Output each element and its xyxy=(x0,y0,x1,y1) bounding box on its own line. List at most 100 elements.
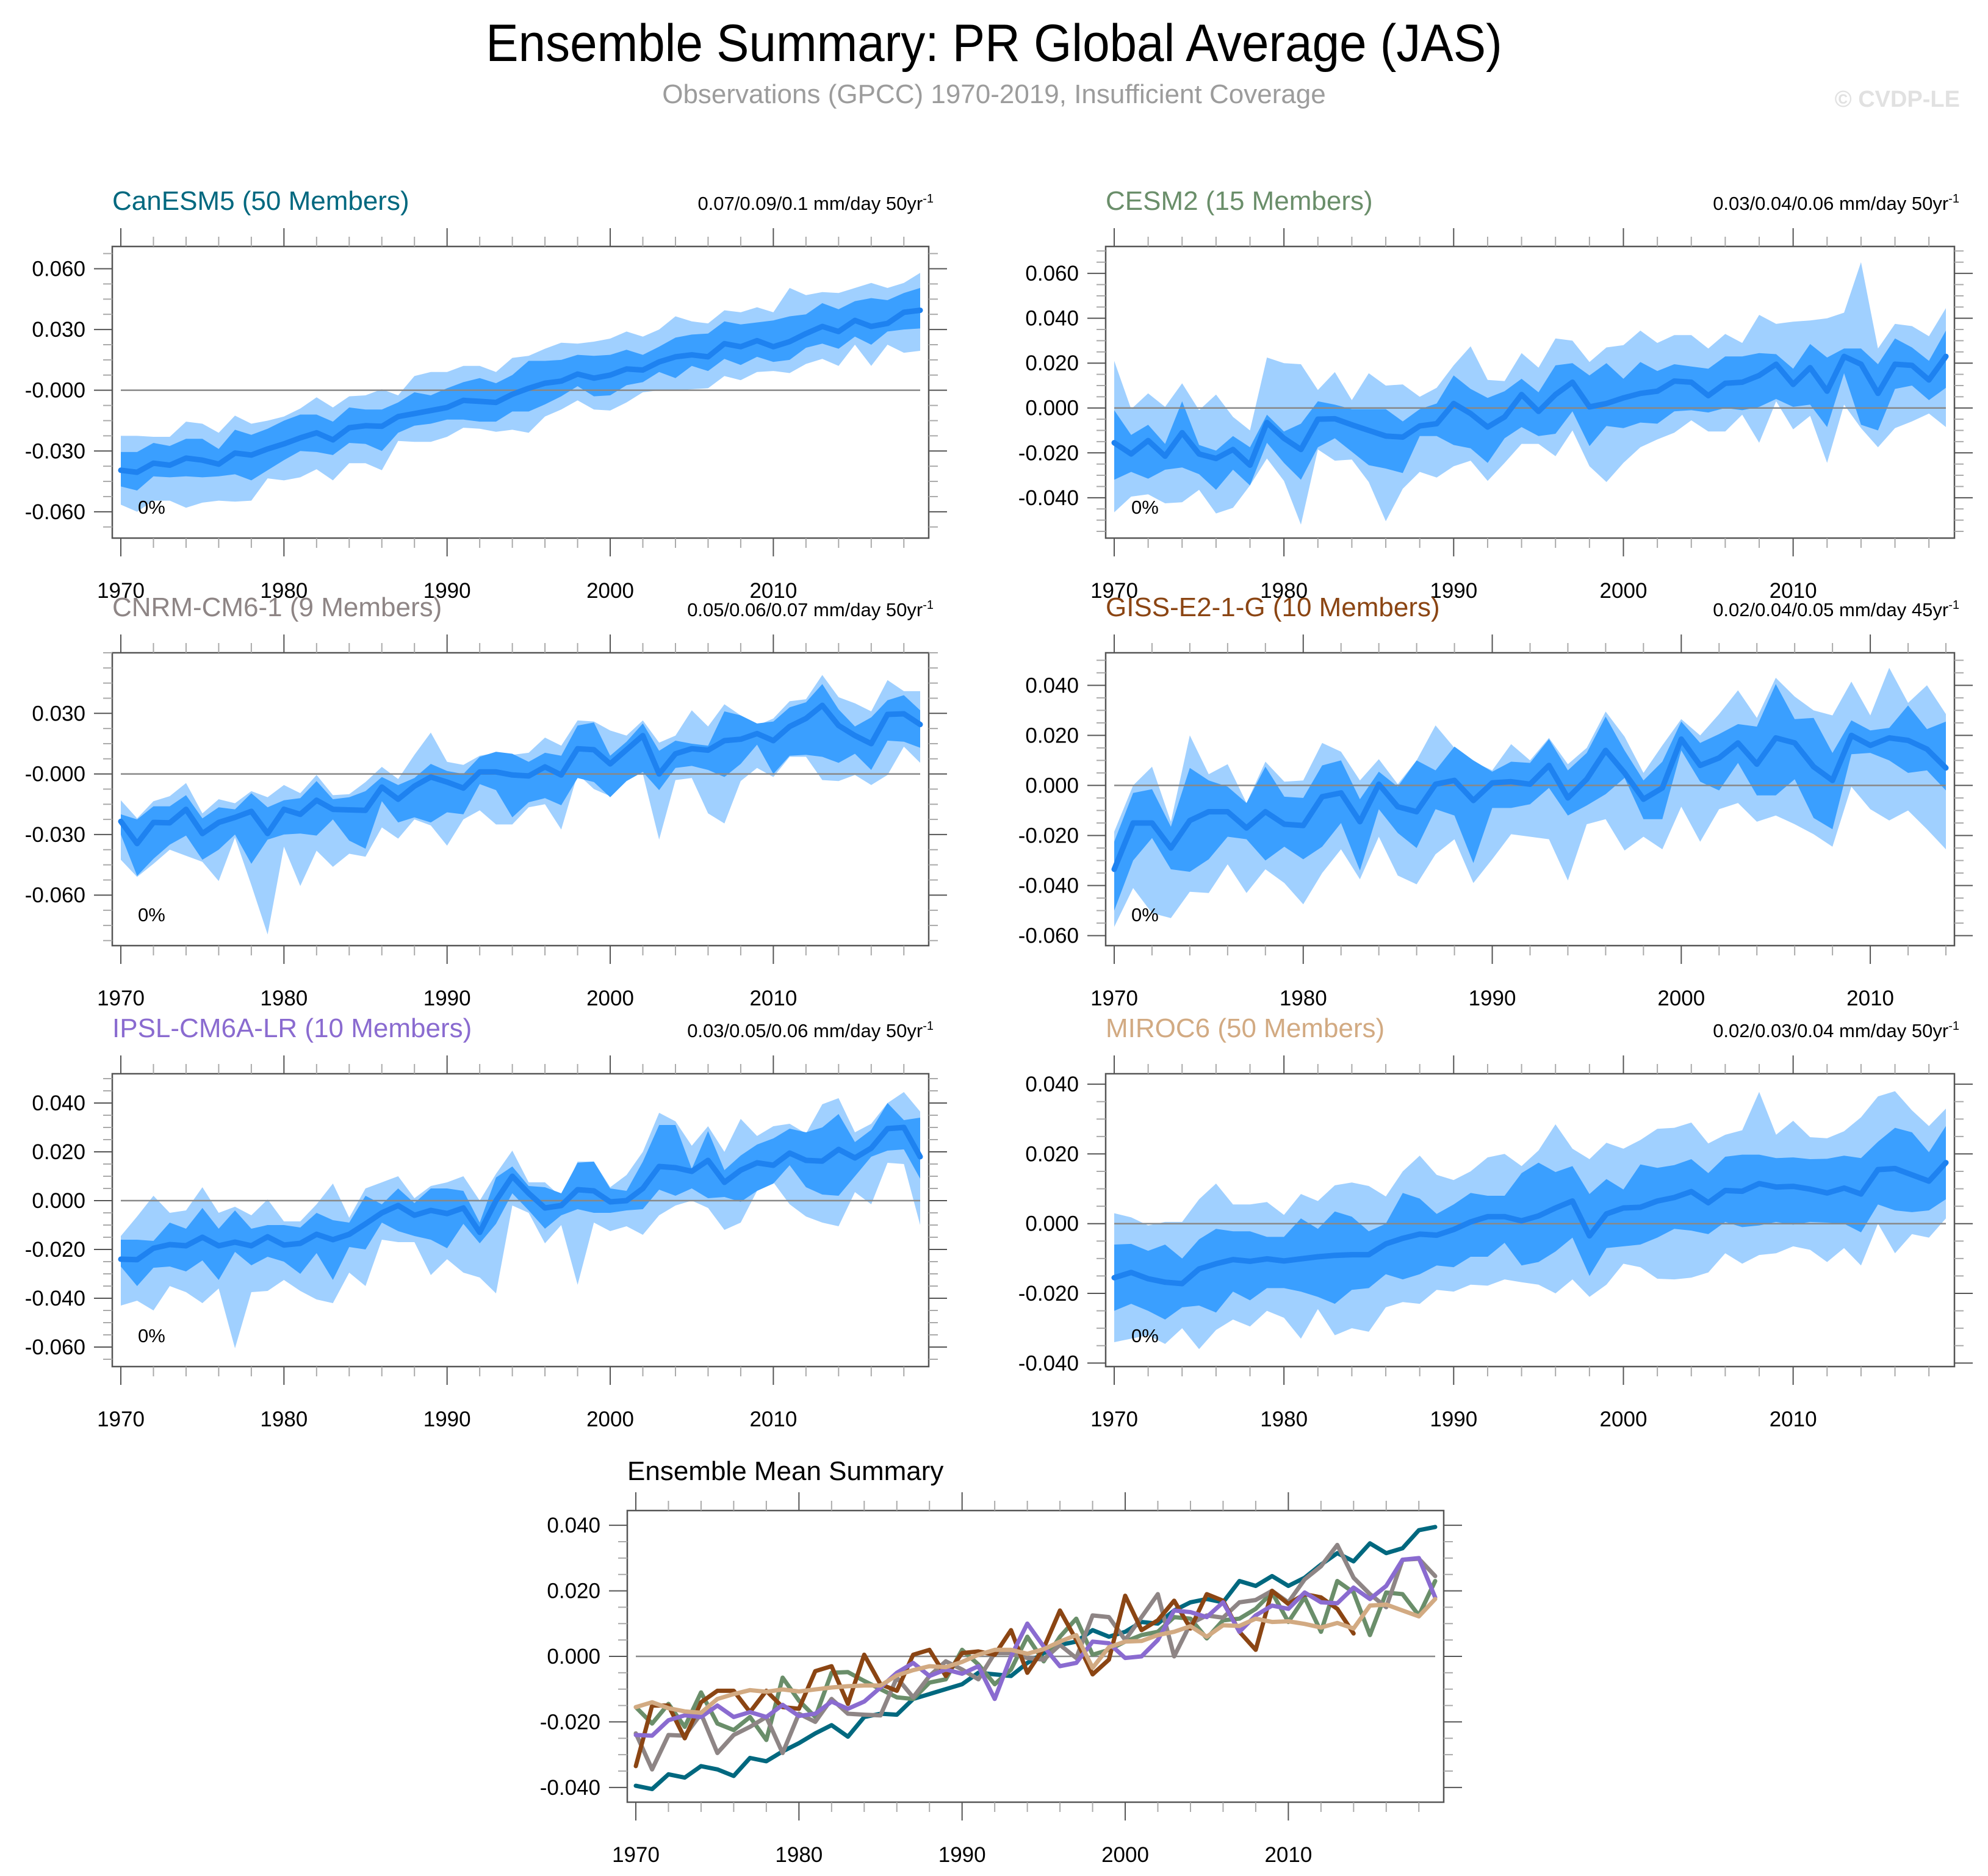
x-tick-label: 2010 xyxy=(749,579,797,603)
ensemble-mean-line xyxy=(118,307,923,475)
x-tick-label: 1980 xyxy=(1280,987,1327,1010)
x-tick-label: 1980 xyxy=(260,1407,308,1431)
y-tick-label: 0.000 xyxy=(1025,1212,1079,1236)
y-tick-label: 0.030 xyxy=(32,318,85,342)
trend-label: 0.07/0.09/0.1 mm/day 50yr-1 xyxy=(697,192,934,214)
x-tick-label: 2000 xyxy=(1600,579,1648,603)
y-tick-label: 0.000 xyxy=(547,1645,600,1669)
y-tick-label: -0.000 xyxy=(25,379,85,403)
y-tick-label: 0.030 xyxy=(32,702,85,725)
y-tick-label: -0.060 xyxy=(25,883,85,907)
model-panel: 1970 1980 1990 2000 2010 -0.060 -0.040 -0.020 0.… xyxy=(1018,592,1973,1010)
x-tick-label: 2010 xyxy=(1264,1843,1312,1867)
x-tick-label: 1990 xyxy=(1430,1407,1477,1431)
x-tick-label: 1990 xyxy=(1469,987,1516,1010)
coverage-label: 0% xyxy=(138,497,165,518)
y-tick-label: 0.000 xyxy=(32,1189,85,1213)
ensemble-mean-line xyxy=(118,702,923,847)
outer-spread-band xyxy=(121,1092,920,1348)
coverage-label: 0% xyxy=(138,1325,165,1346)
x-tick-label: 2010 xyxy=(749,1407,797,1431)
panel-title: Ensemble Mean Summary xyxy=(627,1456,943,1486)
series-line-miroc6 xyxy=(633,1597,1438,1715)
x-tick-label: 2000 xyxy=(1600,1407,1648,1431)
ensemble-mean-line xyxy=(1111,353,1949,468)
x-tick-label: 1990 xyxy=(423,987,471,1010)
figure-subtitle: Observations (GPCC) 1970-2019, Insuffici… xyxy=(662,79,1326,109)
trend-superscript: -1 xyxy=(923,598,934,612)
y-tick-label: 0.040 xyxy=(32,1091,85,1115)
model-panel: 1970 1980 1990 2000 2010 -0.060 -0.040 -0.020 0.… xyxy=(25,1013,947,1431)
x-tick-label: 1990 xyxy=(1430,579,1477,603)
plot-frame xyxy=(111,652,930,947)
inner-spread-band xyxy=(121,684,920,876)
trend-label: 0.05/0.06/0.07 mm/day 50yr-1 xyxy=(687,598,934,620)
trend-superscript: -1 xyxy=(923,1019,934,1033)
watermark: © CVDP-LE xyxy=(1834,87,1960,112)
y-tick-label: 0.040 xyxy=(1025,307,1079,331)
coverage-label: 0% xyxy=(1131,497,1159,518)
y-tick-label: -0.060 xyxy=(25,1335,85,1359)
y-tick-label: -0.020 xyxy=(1018,441,1079,465)
x-tick-label: 1970 xyxy=(1090,1407,1138,1431)
panel-title: IPSL-CM6A-LR (10 Members) xyxy=(112,1013,472,1043)
model-panel: 1970 1980 1990 2000 2010 -0.040 -0.020 0.000 0.0… xyxy=(1018,1013,1973,1431)
plot-frame xyxy=(111,245,930,539)
y-tick-label: 0.020 xyxy=(1025,724,1079,747)
y-tick-label: -0.030 xyxy=(25,439,85,463)
model-panel: 1970 1980 1990 2000 2010 -0.040 -0.020 0.000 0.0… xyxy=(1018,186,1973,603)
x-tick-label: 2010 xyxy=(1846,987,1894,1010)
trend-label: 0.02/0.03/0.04 mm/day 50yr-1 xyxy=(1713,1019,1959,1041)
y-tick-label: 0.020 xyxy=(547,1580,600,1603)
y-tick-label: 0.060 xyxy=(32,257,85,281)
inner-spread-band xyxy=(121,1103,920,1286)
y-tick-label: -0.020 xyxy=(540,1710,600,1734)
x-tick-label: 1970 xyxy=(97,579,145,603)
plot-frame xyxy=(111,1073,930,1368)
trend-superscript: -1 xyxy=(1948,1019,1959,1033)
x-tick-label: 1990 xyxy=(938,1843,986,1867)
x-tick-label: 1970 xyxy=(97,1407,145,1431)
y-tick-label: -0.040 xyxy=(1018,1351,1079,1375)
ensemble-mean-line xyxy=(1111,1160,1949,1287)
coverage-label: 0% xyxy=(1131,904,1159,925)
x-tick-label: 1980 xyxy=(775,1843,823,1867)
y-tick-label: -0.060 xyxy=(25,500,85,524)
x-tick-label: 1980 xyxy=(1260,579,1308,603)
inner-spread-band xyxy=(1114,330,1946,490)
y-tick-label: -0.040 xyxy=(1018,486,1079,510)
y-tick-label: 0.060 xyxy=(1025,262,1079,286)
y-tick-label: -0.020 xyxy=(1018,1282,1079,1306)
y-tick-label: -0.060 xyxy=(1018,924,1079,948)
plot-frame xyxy=(1104,1073,1956,1368)
y-tick-label: 0.020 xyxy=(32,1140,85,1164)
x-tick-label: 1980 xyxy=(260,579,308,603)
x-tick-label: 2000 xyxy=(1657,987,1705,1010)
trend-superscript: -1 xyxy=(923,192,934,206)
x-tick-label: 1970 xyxy=(97,987,145,1010)
y-tick-label: 0.040 xyxy=(1025,674,1079,697)
y-tick-label: -0.030 xyxy=(25,823,85,847)
x-tick-label: 1970 xyxy=(612,1843,660,1867)
trend-label: 0.03/0.05/0.06 mm/day 50yr-1 xyxy=(687,1019,934,1041)
panel-title: CESM2 (15 Members) xyxy=(1106,186,1373,216)
ensemble-mean-panel: 1970 1980 1990 2000 2010 -0.040 -0.020 0.000 0.0… xyxy=(540,1456,1462,1867)
y-tick-label: 0.000 xyxy=(1025,774,1079,797)
y-tick-label: -0.040 xyxy=(1018,874,1079,898)
x-tick-label: 1970 xyxy=(1090,987,1138,1010)
x-tick-label: 2000 xyxy=(586,987,634,1010)
y-tick-label: 0.000 xyxy=(1025,397,1079,420)
ensemble-mean-line xyxy=(1111,732,1949,872)
panel-title: MIROC6 (50 Members) xyxy=(1106,1013,1385,1043)
y-tick-label: -0.020 xyxy=(1018,824,1079,847)
x-tick-label: 2010 xyxy=(1770,579,1817,603)
trend-superscript: -1 xyxy=(1948,192,1959,206)
trend-label: 0.02/0.04/0.05 mm/day 45yr-1 xyxy=(1713,598,1959,620)
x-tick-label: 1990 xyxy=(423,1407,471,1431)
series-line-ipsl-cm6a-lr xyxy=(633,1556,1438,1738)
y-tick-label: 0.020 xyxy=(1025,1142,1079,1166)
panel-title: GISS-E2-1-G (10 Members) xyxy=(1106,592,1440,622)
panel-title: CNRM-CM6-1 (9 Members) xyxy=(112,592,442,622)
x-tick-label: 2010 xyxy=(1770,1407,1817,1431)
